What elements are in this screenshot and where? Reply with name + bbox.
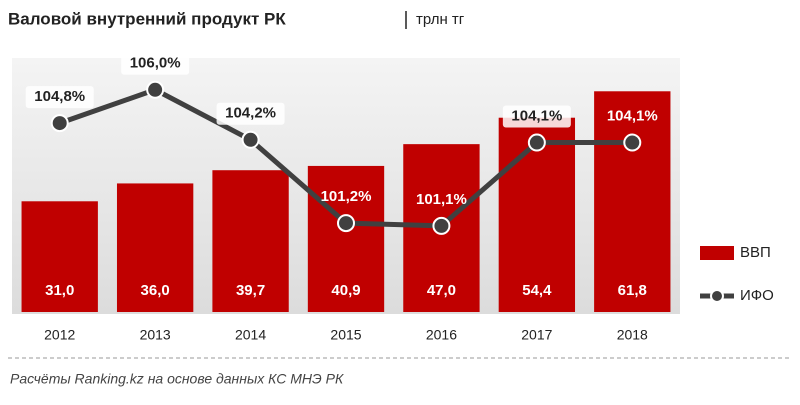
label-background <box>502 105 571 128</box>
legend-label: ИФО <box>740 287 774 304</box>
bar-value-label: 47,0 <box>427 282 456 299</box>
line-marker <box>623 133 642 152</box>
label-background <box>121 52 190 75</box>
bar <box>212 170 289 312</box>
bar <box>594 91 671 313</box>
bar-value-label: 40,9 <box>331 282 360 299</box>
bar-value-label: 61,8 <box>618 282 647 299</box>
x-tick-label: 2018 <box>617 327 648 343</box>
line-marker <box>146 80 165 99</box>
line-marker <box>337 214 355 233</box>
line-marker <box>527 133 546 152</box>
bar-value-label: 39,7 <box>236 282 265 299</box>
x-tick-label: 2016 <box>426 327 457 343</box>
x-tick-label: 2017 <box>521 327 552 343</box>
source-note: Расчёты Ranking.kz на основе данных КС М… <box>10 371 344 387</box>
bar-value-label: 31,0 <box>45 282 74 299</box>
legend-swatch <box>700 246 734 260</box>
x-tick-label: 2012 <box>44 327 75 343</box>
line-value-label: 101,1% <box>416 191 467 208</box>
legend-swatch-marker <box>710 289 724 303</box>
bar <box>307 165 385 312</box>
bar-value-label: 54,4 <box>522 282 552 299</box>
legend-label: ВВП <box>740 244 771 261</box>
line-value-label: 104,1% <box>607 108 658 125</box>
line-marker <box>50 114 69 133</box>
line-value-label: 101,2% <box>321 188 372 205</box>
x-tick-label: 2013 <box>140 327 171 343</box>
line-value-label: 104,8% <box>34 88 85 105</box>
label-background <box>216 102 285 125</box>
x-tick-label: 2015 <box>330 327 361 343</box>
bar <box>21 201 98 312</box>
line-value-label: 104,2% <box>225 105 276 122</box>
x-tick-label: 2014 <box>235 327 266 343</box>
bar <box>116 183 194 312</box>
chart-subtitle: трлн тг <box>416 11 465 28</box>
line-marker <box>241 130 260 149</box>
line-value-label: 104,1% <box>511 108 562 125</box>
label-background <box>25 86 94 109</box>
line-marker <box>432 216 451 235</box>
chart-title: Валовой внутренний продукт РК <box>8 9 286 28</box>
line-value-label: 106,0% <box>130 55 181 72</box>
bar-value-label: 36,0 <box>141 282 170 299</box>
